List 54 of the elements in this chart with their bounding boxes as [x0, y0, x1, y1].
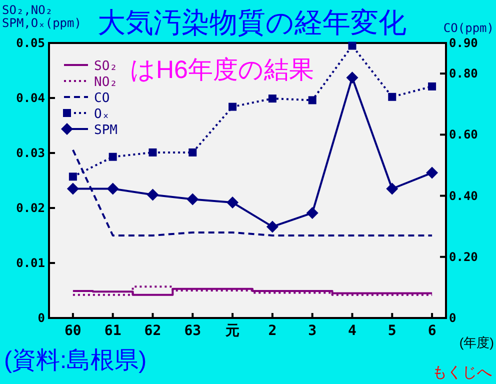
x-tick-label: 3	[308, 323, 317, 339]
point	[108, 152, 117, 161]
y-tick-label: 0	[38, 311, 45, 325]
y2-tick-label: 0	[449, 311, 456, 325]
point	[428, 82, 436, 90]
point	[266, 220, 278, 233]
point	[348, 42, 356, 50]
y2-tick-label: 0.40	[449, 188, 478, 203]
chart-title: 大気汚染物質の経年変化	[98, 7, 406, 38]
point	[146, 188, 159, 201]
legend-label: CO	[94, 91, 110, 106]
text: もくじへ	[432, 364, 492, 381]
x-tick-label: 6	[428, 323, 436, 339]
y-axis-title: SO₂,NO₂ SPM,Oₓ(ppm)	[2, 3, 82, 30]
x-tick-label: 2	[268, 323, 277, 339]
y2-tick-label: 0.80	[449, 66, 478, 81]
point	[148, 148, 157, 156]
y-tick-label: 0.04	[16, 91, 45, 105]
point	[388, 92, 396, 101]
y2-tick-label: 0.60	[449, 128, 478, 142]
y2-tick-label: 0.20	[449, 250, 478, 264]
x-axis-title: (年度)	[459, 335, 494, 350]
legend-label: Oₓ	[94, 107, 110, 122]
y-tick-label: 0.03	[16, 146, 45, 160]
point	[188, 148, 197, 156]
x-tick-label: 元	[224, 323, 240, 339]
x-tick-label: 5	[388, 323, 396, 339]
x-tick-label: 61	[104, 323, 122, 339]
point	[306, 206, 318, 219]
legend-label: NO₂	[94, 75, 118, 90]
point	[346, 72, 358, 84]
point	[66, 182, 79, 195]
text: (資料:島根県)	[4, 347, 147, 374]
y-tick-label: 0.05	[16, 36, 45, 50]
point	[106, 182, 119, 195]
x-tick-label: 62	[144, 323, 162, 339]
y-tick-label: 0.01	[16, 256, 45, 270]
point	[426, 166, 438, 179]
point	[308, 96, 316, 104]
y2-tick-label: 0.90	[449, 36, 478, 50]
x-tick-label: 60	[64, 323, 82, 339]
y2-axis-title: CO(ppm)	[443, 21, 494, 35]
point	[386, 182, 398, 195]
point	[226, 196, 239, 208]
y-tick-label: 0.02	[16, 201, 45, 215]
point	[68, 172, 77, 181]
point	[268, 94, 276, 103]
x-tick-label: 63	[184, 323, 202, 339]
text: はH6年度の結果	[130, 56, 314, 84]
x-tick-label: 4	[348, 323, 356, 339]
point	[228, 102, 237, 111]
point	[186, 193, 199, 206]
legend-label: SO₂	[94, 59, 118, 74]
legend-label: SPM	[94, 123, 118, 138]
